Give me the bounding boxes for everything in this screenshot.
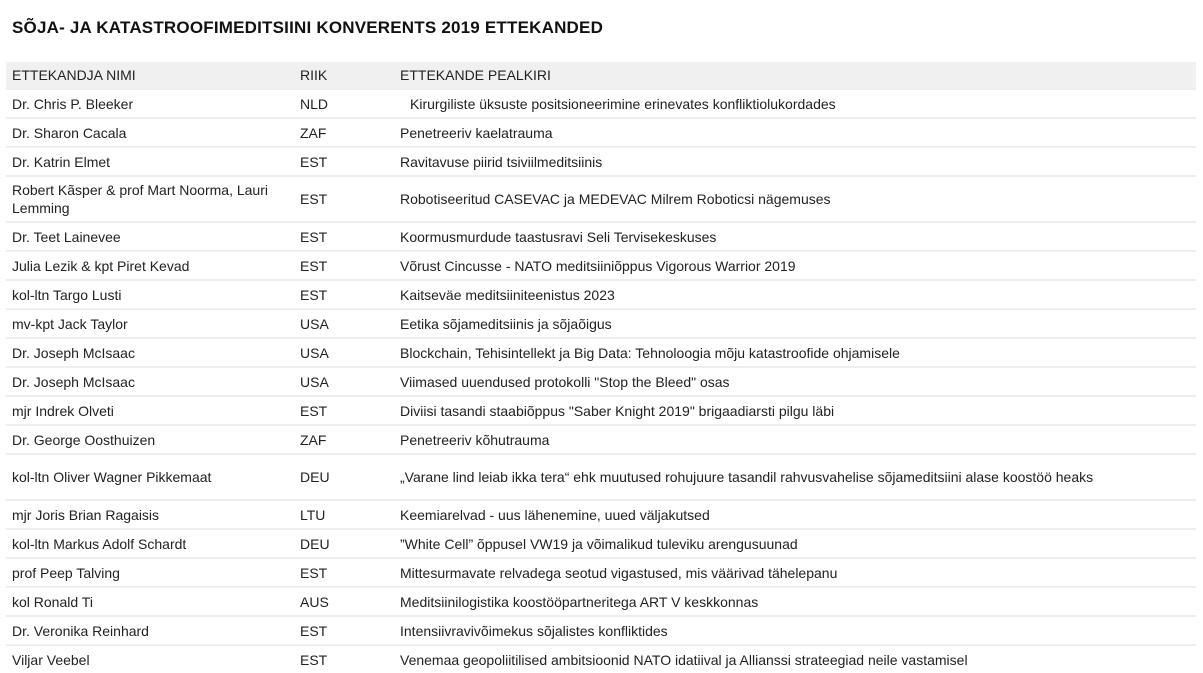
page-title: SÕJA- JA KATASTROOFIMEDITSIINI KONVERENT… — [12, 18, 604, 37]
column-header-country: RIIK — [294, 62, 394, 89]
table-row: Dr. Veronika Reinhard EST Intensiivravivõi… — [6, 615, 1196, 645]
table-row: Dr. Teet Lainevee EST Koormusmurdude taast… — [6, 221, 1196, 251]
speaker-country: EST — [294, 175, 394, 222]
talk-title: Blockchain, Tehisintellekt ja Big Data: … — [394, 337, 1196, 367]
speaker-country: USA — [294, 366, 394, 396]
table-row: prof Peep Talving EST Mittesurmavate relva… — [6, 557, 1196, 587]
speaker-country: EST — [294, 557, 394, 587]
speaker-name: mjr Joris Brian Ragaisis — [6, 499, 294, 529]
speaker-name: Dr. Joseph McIsaac — [6, 366, 294, 396]
speaker-country: NLD — [294, 88, 394, 118]
talk-title: Intensiivravivõimekus sõjalistes konflik… — [394, 615, 1196, 645]
table-row: kol Ronald Ti AUS Meditsiinilogistika koos… — [6, 586, 1196, 616]
speaker-country: EST — [294, 615, 394, 645]
speaker-country: EST — [294, 146, 394, 176]
presentations-table: ETTEKANDJA NIMI RIIK ETTEKANDE PEALKIRI … — [6, 62, 1196, 673]
talk-title: Koormusmurdude taastusravi Seli Tervisek… — [394, 221, 1196, 251]
speaker-name: kol-ltn Oliver Wagner Pikkemaat — [6, 453, 294, 500]
table-row: Dr. Joseph McIsaac USA Blockchain, Tehisin… — [6, 337, 1196, 367]
table-row: Dr. Katrin Elmet EST Ravitavuse piirid tsi… — [6, 146, 1196, 176]
speaker-country: EST — [294, 250, 394, 280]
speaker-country: DEU — [294, 453, 394, 500]
speaker-name: Dr. Teet Lainevee — [6, 221, 294, 251]
talk-title: „Varane lind leiab ikka tera“ ehk muutus… — [394, 453, 1196, 500]
column-header-talk-title: ETTEKANDE PEALKIRI — [394, 62, 1196, 89]
speaker-country: DEU — [294, 528, 394, 558]
table-row: Dr. Chris P. Bleeker NLD Kirurgiliste üksu… — [6, 88, 1196, 118]
speaker-country: AUS — [294, 586, 394, 616]
talk-title: Viimased uuendused protokolli "Stop the … — [394, 366, 1196, 396]
table-row: Dr. Sharon Cacala ZAF Penetreeriv kaelatra… — [6, 117, 1196, 147]
table-row: kol-ltn Targo Lusti EST Kaitseväe meditsii… — [6, 279, 1196, 309]
speaker-name: prof Peep Talving — [6, 557, 294, 587]
speaker-name: Viljar Veebel — [6, 644, 294, 673]
talk-title: Mittesurmavate relvadega seotud vigastus… — [394, 557, 1196, 587]
speaker-name: Dr. Katrin Elmet — [6, 146, 294, 176]
speaker-country: EST — [294, 221, 394, 251]
speaker-country: USA — [294, 337, 394, 367]
table-row: mjr Indrek Olveti EST Diviisi tasandi staa… — [6, 395, 1196, 425]
talk-title: Kaitseväe meditsiiniteenistus 2023 — [394, 279, 1196, 309]
table-row: Dr. George Oosthuizen ZAF Penetreeriv kõhu… — [6, 424, 1196, 454]
table-row: kol-ltn Markus Adolf Schardt DEU ”White Ce… — [6, 528, 1196, 558]
speaker-country: LTU — [294, 499, 394, 529]
speaker-name: kol-ltn Markus Adolf Schardt — [6, 528, 294, 558]
talk-title: ”White Cell” õppusel VW19 ja võimalikud … — [394, 528, 1196, 558]
talk-title: Ravitavuse piirid tsiviilmeditsiinis — [394, 146, 1196, 176]
speaker-name: Dr. Chris P. Bleeker — [6, 88, 294, 118]
speaker-country: EST — [294, 279, 394, 309]
talk-title: Penetreeriv kõhutrauma — [394, 424, 1196, 454]
speaker-country: ZAF — [294, 117, 394, 147]
table-row: mv-kpt Jack Taylor USA Eetika sõjameditsii… — [6, 308, 1196, 338]
speaker-name: kol-ltn Targo Lusti — [6, 279, 294, 309]
talk-title: Eetika sõjameditsiinis ja sõjaõigus — [394, 308, 1196, 338]
speaker-name: mv-kpt Jack Taylor — [6, 308, 294, 338]
talk-title: Kirurgiliste üksuste positsioneerimine e… — [394, 88, 1196, 118]
talk-title: Robotiseeritud CASEVAC ja MEDEVAC Milrem… — [394, 175, 1196, 222]
table-header: ETTEKANDJA NIMI RIIK ETTEKANDE PEALKIRI — [6, 62, 1196, 89]
talk-title: Keemiarelvad - uus lähenemine, uued välj… — [394, 499, 1196, 529]
speaker-name: Julia Lezik & kpt Piret Kevad — [6, 250, 294, 280]
table-row: Viljar Veebel EST Venemaa geopoliitilised … — [6, 644, 1196, 673]
speaker-name: mjr Indrek Olveti — [6, 395, 294, 425]
talk-title: Meditsiinilogistika koostööpartneritega … — [394, 586, 1196, 616]
speaker-country: ZAF — [294, 424, 394, 454]
speaker-country: EST — [294, 644, 394, 673]
talk-title: Venemaa geopoliitilised ambitsioonid NAT… — [394, 644, 1196, 673]
table-row: Dr. Joseph McIsaac USA Viimased uuendused … — [6, 366, 1196, 396]
table-row: mjr Joris Brian Ragaisis LTU Keemiarelvad … — [6, 499, 1196, 529]
speaker-country: EST — [294, 395, 394, 425]
talk-title: Penetreeriv kaelatrauma — [394, 117, 1196, 147]
speaker-name: Robert Kãsper & prof Mart Noorma, Lauri … — [6, 175, 294, 222]
talk-title: Võrust Cincusse - NATO meditsiiniõppus V… — [394, 250, 1196, 280]
speaker-name: Dr. Veronika Reinhard — [6, 615, 294, 645]
speaker-country: USA — [294, 308, 394, 338]
speaker-name: Dr. Joseph McIsaac — [6, 337, 294, 367]
table-row: Julia Lezik & kpt Piret Kevad EST Võrust C… — [6, 250, 1196, 280]
speaker-name: Dr. Sharon Cacala — [6, 117, 294, 147]
table-row: Robert Kãsper & prof Mart Noorma, Lauri … — [6, 175, 1196, 222]
speaker-name: kol Ronald Ti — [6, 586, 294, 616]
column-header-name: ETTEKANDJA NIMI — [6, 62, 294, 89]
table-row: kol-ltn Oliver Wagner Pikkemaat DEU „Varan… — [6, 453, 1196, 500]
talk-title: Diviisi tasandi staabiõppus "Saber Knigh… — [394, 395, 1196, 425]
speaker-name: Dr. George Oosthuizen — [6, 424, 294, 454]
